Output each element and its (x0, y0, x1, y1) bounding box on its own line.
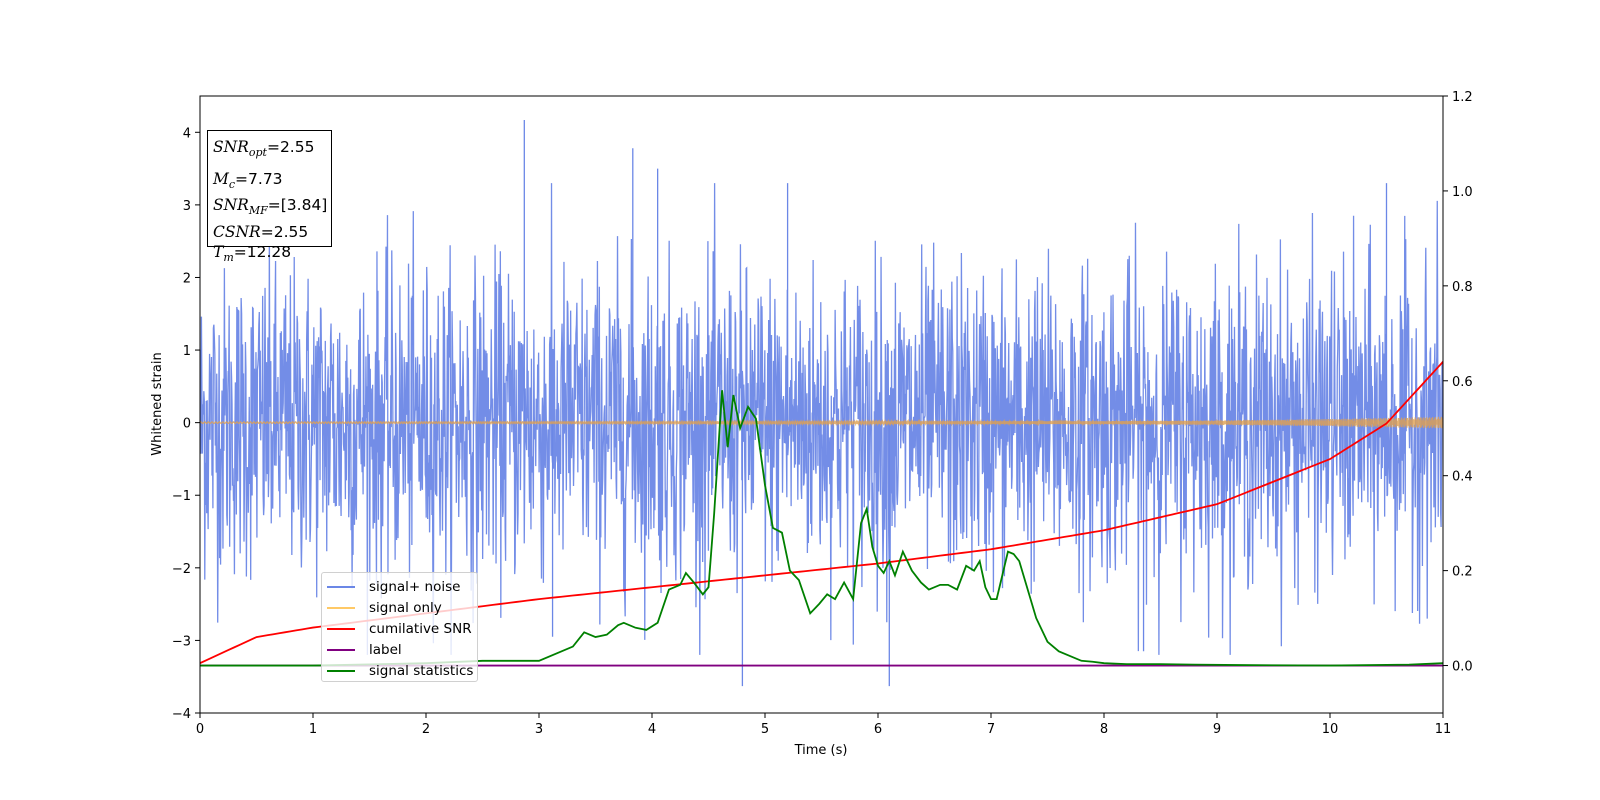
plot-frame (199, 95, 1444, 714)
x-tick-label: 9 (1213, 722, 1221, 737)
legend-item-signal-statistics: signal statistics (327, 660, 477, 681)
x-tick-label: 6 (874, 722, 882, 737)
y-left-tick-label: −3 (172, 634, 191, 649)
y-left-tick-label: 4 (183, 126, 191, 141)
x-tick-label: 0 (196, 722, 204, 737)
legend-swatch (327, 648, 355, 651)
y-left-tick-label: 1 (183, 344, 191, 359)
legend: signal+ noise signal only cumilative SNR… (321, 572, 478, 682)
info-box: SNRopt=2.55 Mc=7.73 SNRMF=[3.84] CSNR=2.… (207, 130, 332, 264)
x-tick-label: 4 (648, 722, 656, 737)
legend-swatch (327, 585, 355, 588)
y-left-tick-label: 3 (183, 199, 191, 214)
x-tick-label: 3 (535, 722, 543, 737)
legend-item-cumulative-snr: cumilative SNR (327, 618, 477, 639)
legend-swatch (327, 669, 355, 672)
y-right-tick-label: 1.2 (1452, 90, 1473, 105)
y-right-tick-label: 0.6 (1452, 375, 1473, 390)
info-snr-opt: SNRopt=2.55 (213, 138, 315, 160)
legend-label: signal only (369, 599, 442, 616)
x-tick-label: 1 (309, 722, 317, 737)
info-csnr: CSNR=2.55 (213, 222, 309, 241)
series-signal-only-line (200, 416, 1443, 429)
legend-label: label (369, 641, 402, 658)
x-tick-label: 8 (1100, 722, 1108, 737)
y-left-tick-label: 2 (183, 271, 191, 286)
legend-item-signal-noise: signal+ noise (327, 576, 477, 597)
y-right-tick-label: 0.8 (1452, 280, 1473, 295)
legend-swatch (327, 606, 355, 609)
legend-item-signal-only: signal only (327, 597, 477, 618)
legend-label: signal statistics (369, 662, 474, 679)
series-signal-noise-line (200, 183, 1443, 655)
x-axis-label: Time (s) (794, 743, 848, 758)
x-tick-label: 5 (761, 722, 769, 737)
legend-label: signal+ noise (369, 578, 461, 595)
y-right-tick-label: 1.0 (1452, 185, 1473, 200)
y-right-tick-label: 0.0 (1452, 660, 1473, 675)
x-tick-label: 10 (1322, 722, 1339, 737)
series-signal-statistics-line (200, 390, 1443, 667)
x-tick-label: 7 (987, 722, 995, 737)
y-left-tick-label: −2 (172, 562, 191, 577)
y-left-tick-label: 0 (183, 417, 191, 432)
legend-swatch (327, 627, 355, 630)
legend-item-label: label (327, 639, 477, 660)
y-left-tick-label: −4 (172, 707, 191, 722)
y-right-tick-label: 0.2 (1452, 565, 1473, 580)
x-tick-label: 11 (1435, 722, 1452, 737)
y-right-tick-label: 0.4 (1452, 470, 1473, 485)
y-left-tick-label: −1 (172, 489, 191, 504)
y-axis-label: Whitened strain (150, 352, 165, 455)
x-tick-label: 2 (422, 722, 430, 737)
info-snr-mf: SNRMF=[3.84] (213, 196, 328, 218)
info-mc: Mc=7.73 (213, 169, 283, 191)
axes: 0 1 2 3 4 5 6 7 8 9 10 11 −4 −3 −2 −1 0 1 2 3 4 0.0 0.2 0.4 0.6 0… (172, 90, 1473, 737)
info-tm: Tm=12.28 (213, 243, 292, 265)
legend-label: cumilative SNR (369, 620, 472, 637)
